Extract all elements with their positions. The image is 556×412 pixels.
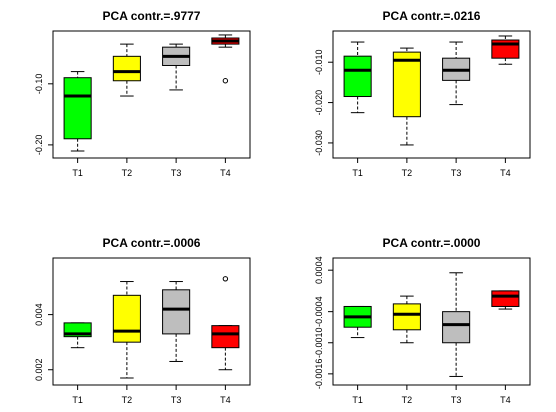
box-iqr (112, 294, 141, 343)
x-tick-label: T1 (352, 168, 363, 178)
x-axis: T1 T2 T3 T4 (352, 384, 511, 405)
y-tick-label: -0.030 (314, 130, 324, 156)
box-t2 (392, 47, 421, 146)
box-t3 (442, 272, 471, 377)
box-t1 (63, 322, 92, 349)
chart-panel-4: PCA contr.=.0000 T1 T2 T3 T4 -0.0016-0.0010-0… (314, 236, 531, 405)
y-tick-label: -0.0004 (314, 296, 324, 327)
y-tick-label: 0.0004 (314, 256, 324, 284)
box-t4 (211, 276, 240, 371)
y-tick-label: 0.004 (34, 303, 44, 326)
y-axis: -0.20 -0.10 (34, 74, 54, 156)
x-tick-label: T4 (220, 168, 231, 178)
y-tick-label: -0.020 (314, 90, 324, 116)
chart-panel-3: PCA contr.=.0006 T1 T2 T3 T4 0.002 0.004 (34, 236, 251, 405)
box-t3 (442, 41, 471, 106)
x-tick-label: T2 (402, 168, 413, 178)
y-tick-label: -0.10 (34, 74, 44, 95)
y-tick-label: -0.0010 (314, 327, 324, 358)
chart-title: PCA contr.=.0000 (383, 236, 481, 250)
box-iqr (491, 290, 520, 307)
box-iqr (392, 51, 421, 118)
chart-title: PCA contr.=.9777 (103, 9, 201, 23)
box-iqr (343, 55, 372, 98)
box-t4 (211, 34, 240, 84)
y-tick-label: 0.002 (34, 358, 44, 381)
plot-frame (52, 257, 251, 386)
box-t2 (112, 281, 141, 379)
y-tick-label: -0.010 (314, 49, 324, 75)
chart-title: PCA contr.=.0006 (103, 236, 201, 250)
box-iqr (63, 77, 92, 140)
x-tick-label: T3 (451, 168, 462, 178)
x-tick-label: T3 (171, 395, 182, 405)
y-tick-label: -0.20 (34, 135, 44, 156)
box-t3 (162, 281, 191, 362)
box-t1 (343, 41, 372, 114)
box-t3 (162, 43, 191, 91)
y-tick-label: -0.0016 (314, 359, 324, 390)
box-t4 (491, 290, 520, 310)
box-iqr (162, 289, 191, 335)
box-iqr (211, 325, 240, 349)
box-iqr (442, 311, 471, 344)
box-iqr (392, 303, 421, 331)
box-t2 (392, 295, 421, 344)
box-t1 (63, 71, 92, 152)
x-tick-label: T2 (122, 168, 133, 178)
x-tick-label: T4 (220, 395, 231, 405)
x-tick-label: T1 (352, 395, 363, 405)
box-t4 (491, 35, 520, 65)
outlier-point (222, 276, 229, 282)
x-tick-label: T4 (500, 395, 511, 405)
box-t2 (112, 43, 141, 97)
y-axis: -0.0016-0.0010-0.0004 0.0004 (314, 256, 334, 390)
x-tick-label: T2 (122, 395, 133, 405)
box-iqr (112, 55, 141, 82)
x-tick-label: T1 (72, 395, 83, 405)
chart-title: PCA contr.=.0216 (383, 9, 481, 23)
y-axis: -0.030 -0.020 -0.010 (314, 49, 334, 156)
x-tick-label: T1 (72, 168, 83, 178)
chart-panel-1: PCA contr.=.9777 T1 T2 T3 T4 -0.20 -0.10 (34, 9, 251, 178)
x-tick-label: T4 (500, 168, 511, 178)
x-tick-label: T3 (451, 395, 462, 405)
box-t1 (343, 305, 372, 339)
x-axis: T1 T2 T3 T4 (72, 384, 231, 405)
outlier-point (222, 78, 229, 84)
x-axis: T1 T2 T3 T4 (72, 157, 231, 178)
x-tick-label: T3 (171, 168, 182, 178)
x-axis: T1 T2 T3 T4 (352, 157, 511, 178)
y-axis: 0.002 0.004 (34, 303, 54, 381)
x-tick-label: T2 (402, 395, 413, 405)
